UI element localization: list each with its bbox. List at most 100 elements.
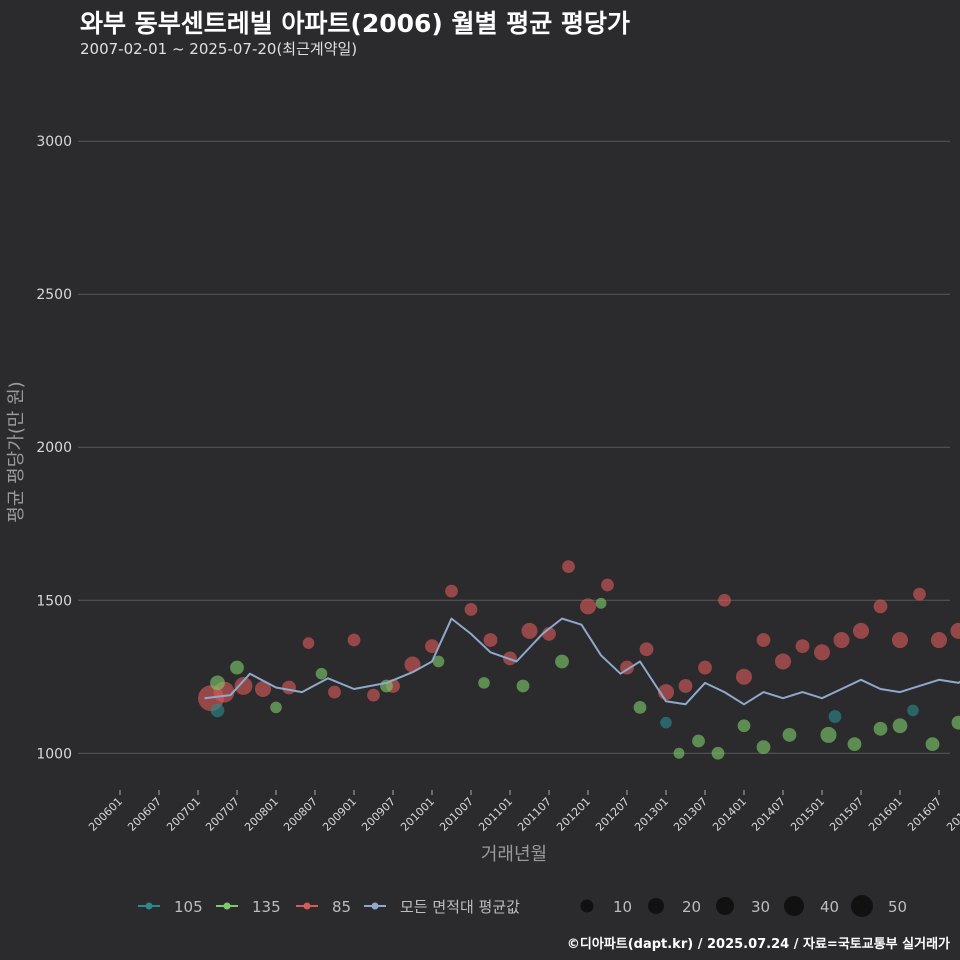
gridlines — [78, 140, 950, 754]
point-85 — [795, 639, 810, 654]
point-85 — [328, 685, 341, 699]
point-85 — [678, 679, 693, 693]
point-85 — [282, 680, 296, 695]
point-85 — [367, 688, 380, 702]
x-tick-label: 201607 — [905, 795, 944, 834]
average-line — [204, 617, 960, 706]
point-85 — [445, 584, 458, 598]
legend-size-swatch — [648, 898, 664, 914]
x-tick-label: 200707 — [203, 795, 242, 834]
point-85 — [562, 560, 575, 573]
point-105 — [907, 704, 919, 717]
x-tick-label: 201701 — [944, 795, 960, 834]
point-85 — [813, 644, 831, 661]
point-135 — [432, 655, 445, 668]
point-135 — [478, 677, 490, 689]
point-135 — [270, 701, 282, 714]
point-135 — [673, 747, 685, 759]
legend-size-swatch — [716, 897, 734, 915]
point-85 — [464, 603, 478, 616]
point-135 — [516, 679, 530, 693]
point-135 — [951, 715, 960, 730]
point-85 — [302, 637, 315, 649]
x-tick-label: 201407 — [749, 795, 788, 834]
x-tick-label: 200607 — [125, 795, 164, 834]
legend-size-swatch — [784, 896, 804, 916]
point-135 — [756, 740, 771, 755]
legend-series-label: 85 — [332, 898, 351, 916]
point-135 — [711, 746, 725, 760]
x-tick-label: 201401 — [710, 795, 749, 834]
scatter-points — [198, 560, 960, 760]
legend-series-label: 105 — [174, 898, 203, 916]
y-axis-ticks: 1000 1500 2000 2500 3000 — [36, 134, 72, 762]
x-axis-title: 거래년월 — [481, 844, 547, 865]
point-135 — [595, 597, 607, 609]
x-tick-label: 201001 — [398, 795, 437, 834]
point-85 — [774, 653, 792, 670]
x-tick-label: 200801 — [242, 795, 281, 834]
x-tick-label: 201007 — [437, 795, 476, 834]
point-135 — [555, 654, 569, 669]
point-85 — [601, 578, 614, 592]
y-tick-label: 2000 — [36, 440, 72, 456]
legend-point-swatch — [223, 902, 231, 910]
source-caption: ©디아파트(dapt.kr) / 2025.07.24 / 자료=국토교통부 실… — [566, 937, 950, 952]
x-tick-label: 201201 — [554, 795, 593, 834]
chart-subtitle: 2007-02-01 ~ 2025-07-20(최근계약일) — [80, 40, 358, 58]
point-85 — [833, 632, 850, 649]
point-85 — [404, 656, 421, 673]
y-tick-label: 2500 — [36, 287, 72, 303]
point-85 — [425, 639, 439, 654]
x-tick-label: 200701 — [164, 795, 203, 834]
x-tick-label: 201107 — [515, 795, 554, 834]
legend-size-label: 40 — [820, 898, 839, 916]
x-tick-label: 201301 — [632, 795, 671, 834]
point-135 — [782, 728, 797, 742]
point-85 — [698, 660, 712, 675]
point-85 — [718, 593, 731, 607]
point-85 — [756, 633, 771, 647]
point-135 — [692, 734, 705, 748]
legend-size-label: 10 — [613, 898, 632, 916]
point-135 — [315, 667, 328, 680]
point-135 — [892, 718, 908, 734]
average-line-path — [204, 617, 960, 706]
point-85 — [483, 633, 498, 647]
x-tick-label: 201101 — [476, 795, 515, 834]
x-tick-label: 200807 — [281, 795, 320, 834]
point-85 — [950, 622, 960, 639]
legend-size-label: 50 — [888, 898, 907, 916]
point-135 — [847, 737, 862, 751]
point-105 — [828, 710, 842, 723]
legend-point-swatch — [303, 902, 311, 910]
point-135 — [737, 719, 751, 733]
x-tick-label: 201307 — [671, 795, 710, 834]
point-85 — [891, 632, 909, 649]
x-tick-label: 200601 — [86, 795, 125, 834]
legend-series-label: 135 — [252, 898, 281, 916]
point-85 — [873, 599, 888, 614]
point-85 — [852, 622, 870, 639]
point-135 — [820, 726, 837, 743]
y-tick-label: 3000 — [36, 134, 72, 150]
legend-point-swatch — [145, 902, 153, 910]
point-85 — [913, 587, 926, 601]
point-85 — [234, 677, 253, 695]
point-85 — [347, 633, 361, 647]
y-tick-label: 1500 — [36, 593, 72, 609]
legend-series-label: 모든 면적대 평균값 — [400, 898, 520, 916]
point-105 — [660, 716, 672, 729]
point-85 — [735, 668, 753, 685]
x-tick-label: 201207 — [593, 795, 632, 834]
point-135 — [230, 660, 244, 675]
x-tick-label: 201507 — [827, 795, 866, 834]
point-135 — [210, 675, 225, 691]
x-tick-label: 201601 — [866, 795, 905, 834]
point-135 — [925, 737, 940, 751]
chart-title: 와부 동부센트레빌 아파트(2006) 월별 평균 평당가 — [80, 9, 630, 38]
y-tick-label: 1000 — [36, 746, 72, 762]
x-tick-label: 201501 — [788, 795, 827, 834]
x-tick-label: 200901 — [320, 795, 359, 834]
